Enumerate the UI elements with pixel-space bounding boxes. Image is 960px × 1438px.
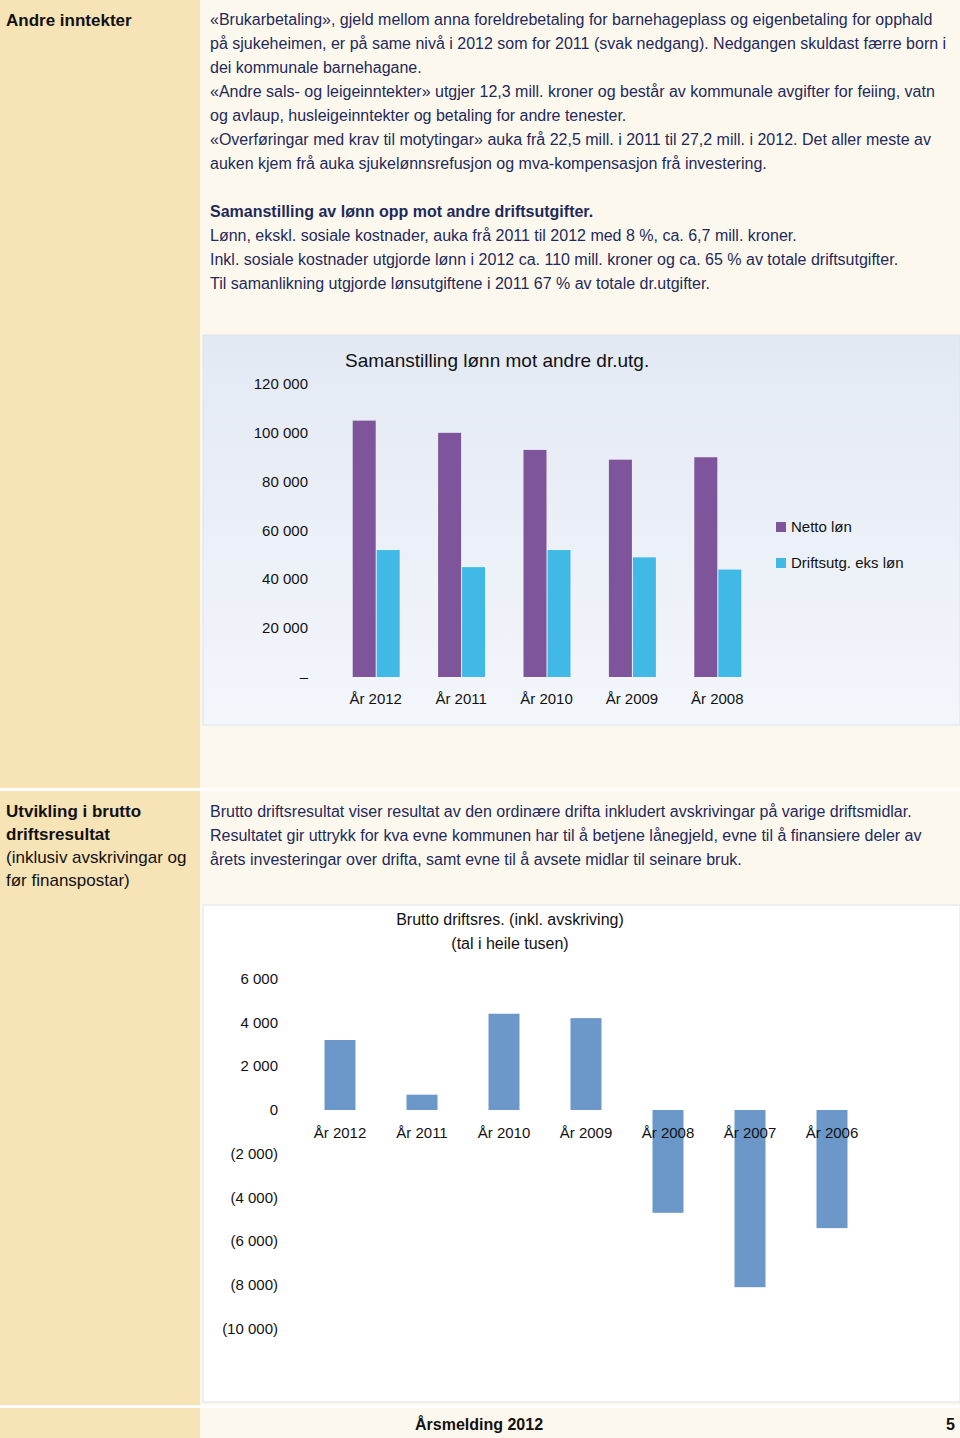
- chart: Samanstilling lønn mot andre dr.utg. – 20 …: [203, 335, 960, 725]
- line: Lønn, ekskl. sosiale kostnader, auka frå…: [210, 224, 952, 248]
- section-label: Utvikling i brutto driftsresultat(inklus…: [6, 800, 191, 892]
- section-label-text: Andre inntekter: [6, 11, 132, 30]
- chart-title: Samanstilling lønn mot andre dr.utg.: [345, 350, 649, 371]
- category-label: År 2012: [314, 1124, 367, 1141]
- heading: Samanstilling av lønn opp mot andre drif…: [210, 200, 952, 224]
- legend: Netto løn Driftsutg. eks løn: [776, 518, 904, 571]
- tick-label: 100 000: [254, 424, 308, 441]
- bar: [353, 421, 376, 677]
- tick-label: 20 000: [262, 619, 308, 636]
- section-label: Andre inntekter: [6, 9, 191, 32]
- footer-title: Årsmelding 2012: [415, 1416, 543, 1434]
- bar: [571, 1018, 602, 1110]
- separator: [0, 788, 960, 791]
- bar: [548, 550, 571, 677]
- category-label: År 2011: [435, 690, 486, 707]
- tick-label: 6 000: [240, 970, 278, 987]
- paragraph: «Overføringar med krav til motytingar» a…: [210, 128, 952, 176]
- page-number: 5: [946, 1416, 955, 1434]
- category-label: År 2006: [806, 1124, 859, 1141]
- line: Inkl. sosiale kostnader utgjorde lønn i …: [210, 248, 952, 272]
- bar: [325, 1040, 356, 1110]
- section-text: «Brukarbetaling», gjeld mellom anna fore…: [210, 8, 952, 296]
- legend-label: Netto løn: [791, 518, 852, 535]
- line: Til samanlikning utgjorde lønsutgiftene …: [210, 272, 952, 296]
- bar: [609, 460, 632, 677]
- tick-label: (10 000): [222, 1320, 278, 1337]
- charts: Samanstilling lønn mot andre dr.utg. – 20 …: [0, 0, 960, 1438]
- category-label: År 2012: [349, 690, 402, 707]
- bar: [694, 457, 717, 677]
- chart-subtitle: (tal i heile tusen): [451, 935, 568, 952]
- category-label: År 2009: [560, 1124, 613, 1141]
- category-label: År 2007: [724, 1124, 777, 1141]
- paragraph: «Andre sals- og leigeinntekter» utgjer 1…: [210, 80, 952, 128]
- tick-label: 60 000: [262, 522, 308, 539]
- spacer: [210, 176, 952, 200]
- paragraph: «Brukarbetaling», gjeld mellom anna fore…: [210, 8, 952, 80]
- bar: [489, 1014, 520, 1110]
- bar: [438, 433, 461, 677]
- tick-label: (6 000): [230, 1232, 278, 1249]
- category-label: År 2008: [642, 1124, 695, 1141]
- bars: [353, 421, 742, 677]
- category-label: År 2010: [478, 1124, 531, 1141]
- chart-background: [203, 905, 960, 1402]
- legend-label: Driftsutg. eks løn: [791, 554, 904, 571]
- tick-label: –: [300, 668, 309, 685]
- legend-swatch: [776, 522, 786, 532]
- tick-label: (8 000): [230, 1276, 278, 1293]
- tick-label: 4 000: [240, 1014, 278, 1031]
- left-column: [0, 0, 200, 1438]
- bar: [377, 550, 400, 677]
- tick-label: 0: [270, 1101, 278, 1118]
- bar: [718, 570, 741, 677]
- section-sublabel: (inklusiv avskrivingar og før finanspost…: [6, 846, 191, 892]
- bars: [325, 1014, 848, 1287]
- section-label-text: Utvikling i brutto driftsresultat: [6, 802, 141, 844]
- bar: [462, 567, 485, 677]
- chart-background: [203, 335, 960, 725]
- category-label: År 2010: [520, 690, 573, 707]
- tick-label: (4 000): [230, 1189, 278, 1206]
- bar: [524, 450, 547, 677]
- tick-label: 120 000: [254, 375, 308, 392]
- tick-label: 80 000: [262, 473, 308, 490]
- legend-swatch: [776, 558, 786, 568]
- category-label: År 2011: [396, 1124, 447, 1141]
- tick-label: (2 000): [230, 1145, 278, 1162]
- category-label: År 2009: [606, 690, 659, 707]
- bar: [633, 557, 656, 677]
- footer-band: [200, 1408, 960, 1438]
- bar: [407, 1095, 438, 1110]
- tick-label: 40 000: [262, 570, 308, 587]
- category-label: År 2008: [691, 690, 744, 707]
- chart: Brutto driftsres. (inkl. avskriving) (tal…: [203, 905, 960, 1402]
- tick-label: 2 000: [240, 1057, 278, 1074]
- chart-title: Brutto driftsres. (inkl. avskriving): [396, 911, 624, 928]
- paragraph: Brutto driftsresultat viser resultat av …: [210, 800, 952, 872]
- section-text: Brutto driftsresultat viser resultat av …: [210, 800, 952, 872]
